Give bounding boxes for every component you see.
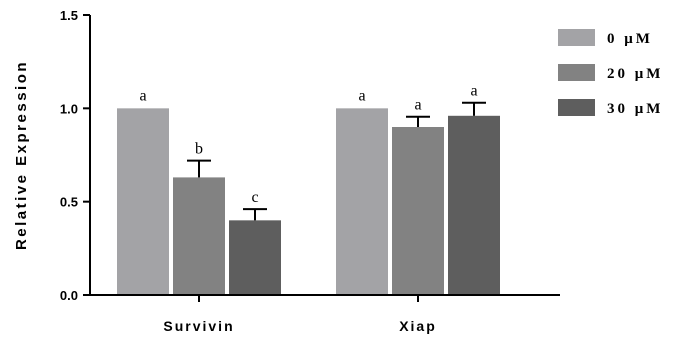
- legend-swatch-2: [558, 99, 595, 116]
- bar-0-1: [173, 177, 225, 295]
- bars-layer: a a b a c a: [117, 83, 500, 295]
- bar-0-2: [229, 220, 281, 295]
- x-tick-label-0: Survivin: [163, 318, 234, 334]
- bar-1-0: [336, 108, 388, 295]
- bar-1-1: [392, 127, 444, 295]
- axes-layer: 0.0 0.5 1.0 1.5 Survivin Xiap Relative Express…: [13, 8, 560, 334]
- y-tick-label-3: 1.5: [60, 8, 78, 23]
- legend-swatch-0: [558, 29, 595, 46]
- significance-label-0-0: a: [139, 87, 146, 104]
- significance-label-1-0: a: [358, 87, 365, 104]
- significance-label-1-2: a: [470, 83, 477, 100]
- y-axis-title: Relative Expression: [13, 60, 30, 250]
- significance-label-1-1: a: [414, 97, 421, 114]
- legend-swatch-1: [558, 64, 595, 81]
- y-tick-label-1: 0.5: [60, 195, 78, 210]
- bar-0-0: [117, 108, 169, 295]
- legend-label-1: 20 μM: [607, 66, 663, 82]
- significance-label-0-1: b: [195, 141, 203, 158]
- x-tick-label-1: Xiap: [399, 318, 437, 334]
- y-tick-label-0: 0.0: [60, 288, 78, 303]
- bar-1-2: [448, 115, 500, 295]
- legend-label-0: 0 μM: [607, 31, 653, 47]
- legend-label-2: 30 μM: [607, 101, 663, 117]
- significance-label-0-2: c: [251, 189, 258, 206]
- y-tick-label-2: 1.0: [60, 101, 78, 116]
- legend: 0 μM 20 μM 30 μM: [558, 29, 663, 117]
